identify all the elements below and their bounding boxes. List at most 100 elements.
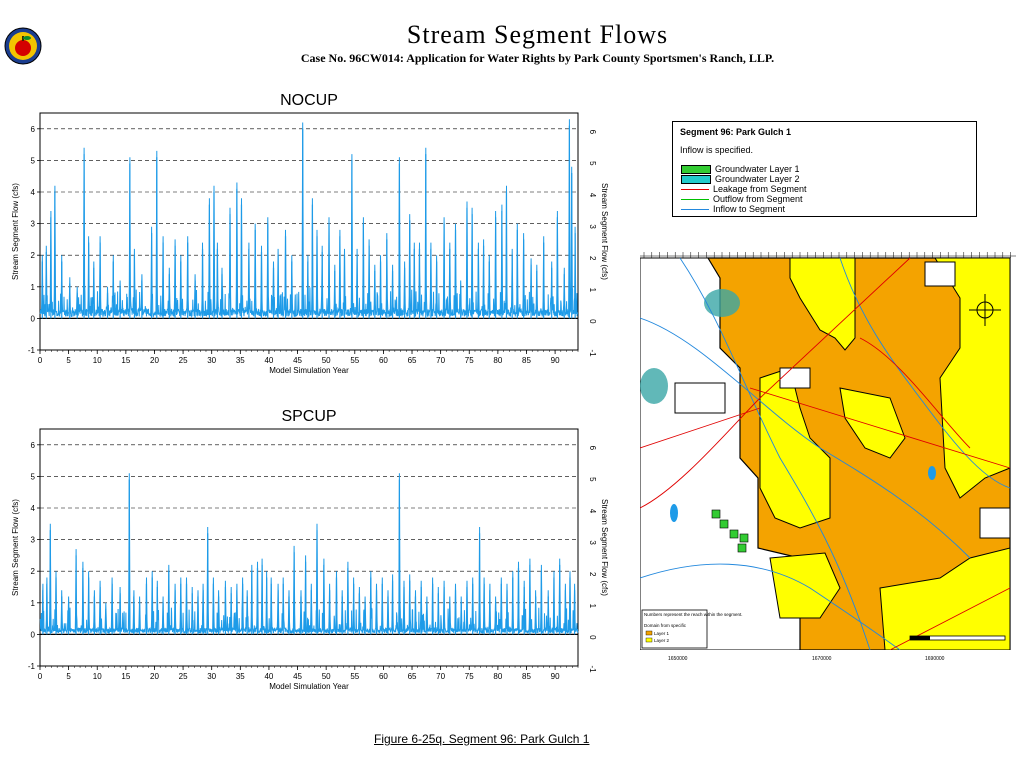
y-axis-label-right: Stream Segment Flow (cfs) — [600, 183, 609, 280]
y-tick-label: 1 — [31, 599, 36, 608]
page-subtitle: Case No. 96CW014: Application for Water … — [300, 51, 775, 65]
map-x-tick: 1650000 — [668, 656, 688, 662]
y-tick-label: -1 — [28, 346, 36, 355]
x-tick-label: 45 — [293, 356, 302, 365]
x-tick-label: 50 — [322, 356, 331, 365]
x-tick-label: 60 — [379, 356, 388, 365]
y-tick-label: 3 — [31, 536, 36, 545]
x-tick-label: 80 — [493, 356, 502, 365]
flow-series-line — [39, 473, 579, 635]
north-arrow-icon — [969, 294, 1001, 326]
segment-legend: Segment 96: Park Gulch 1 Inflow is speci… — [672, 121, 977, 217]
x-tick-label: 20 — [150, 672, 159, 681]
y-tick-label-right: 5 — [588, 161, 597, 166]
y-tick-label: 2 — [31, 251, 36, 260]
x-tick-label: 65 — [408, 672, 417, 681]
page-title: Stream Segment Flows — [406, 20, 669, 49]
legend-swatch — [681, 165, 711, 175]
x-tick-label: 15 — [121, 672, 130, 681]
y-tick-label: -1 — [28, 662, 36, 671]
x-tick-label: 0 — [38, 356, 43, 365]
legend-item: Leakage from Segment — [681, 184, 807, 194]
x-tick-label: 5 — [66, 672, 71, 681]
x-tick-label: 30 — [207, 672, 216, 681]
x-tick-label: 10 — [93, 672, 102, 681]
legend-note: Inflow is specified. — [680, 145, 754, 155]
y-axis-label: Stream Segment Flow (cfs) — [11, 499, 20, 596]
legend-line-swatch — [681, 199, 709, 201]
x-tick-label: 35 — [236, 356, 245, 365]
map-x-tick-labels: 1650000 1670000 1690000 — [640, 656, 1016, 666]
segment-map-svg: Numbers represent the reach within the s… — [639, 250, 1016, 651]
map-legend-layer1: Layer 1 — [654, 631, 670, 636]
map-scale-bar — [909, 635, 1006, 641]
legend-item-label: Groundwater Layer 1 — [715, 164, 800, 174]
legend-item: Outflow from Segment — [681, 194, 803, 204]
x-tick-label: 55 — [350, 672, 359, 681]
y-tick-label-right: 3 — [588, 540, 597, 545]
figure-caption: Figure 6-25q. Segment 96: Park Gulch 1 — [374, 732, 590, 746]
y-tick-label-right: 6 — [588, 446, 597, 451]
x-tick-label: 0 — [38, 672, 43, 681]
x-tick-label: 25 — [179, 356, 188, 365]
legend-item-label: Leakage from Segment — [713, 184, 807, 194]
y-tick-label: 6 — [31, 441, 36, 450]
x-tick-label: 80 — [493, 672, 502, 681]
legend-title: Segment 96: Park Gulch 1 — [680, 127, 792, 137]
y-axis-label: Stream Segment Flow (cfs) — [11, 183, 20, 280]
nocup-chart-svg: NOCUP-1 -10 01 12 23 34 45 56 60 5 10 15 20 25 30 35 40 4… — [11, 92, 609, 375]
chart-title: NOCUP — [280, 92, 338, 109]
y-tick-label: 0 — [31, 630, 36, 639]
map-inset-legend: Numbers represent the reach within the s… — [641, 609, 743, 649]
legend-item: Groundwater Layer 1 — [681, 164, 800, 175]
legend-item-label: Outflow from Segment — [713, 194, 803, 204]
map-streams — [639, 257, 1011, 651]
x-tick-label: 70 — [436, 356, 445, 365]
legend-item-label: Inflow to Segment — [713, 204, 786, 214]
x-tick-label: 5 — [66, 356, 71, 365]
legend-line-swatch — [681, 189, 709, 191]
agency-logo — [3, 26, 43, 66]
x-tick-label: 90 — [551, 672, 560, 681]
y-tick-label-right: 1 — [588, 288, 597, 293]
y-axis-label-right: Stream Segment Flow (cfs) — [600, 499, 609, 596]
x-tick-label: 20 — [150, 356, 159, 365]
x-tick-label: 85 — [522, 672, 531, 681]
x-tick-label: 15 — [121, 356, 130, 365]
y-tick-label-right: 1 — [588, 604, 597, 609]
x-tick-label: 35 — [236, 672, 245, 681]
map-gw-layer2-patch — [704, 289, 740, 317]
x-tick-label: 85 — [522, 356, 531, 365]
x-tick-label: 90 — [551, 356, 560, 365]
y-tick-label-right: 5 — [588, 477, 597, 482]
y-tick-label: 6 — [31, 125, 36, 134]
x-tick-label: 50 — [322, 672, 331, 681]
x-tick-label: 70 — [436, 672, 445, 681]
spcup-chart: SPCUP -1 -1 0 0 1 1 2 2 3 3 4 4 5 5 6 6 0 5 10 15 20 25 30 35 40 4… — [0, 404, 615, 704]
map-x-tick: 1670000 — [812, 656, 832, 662]
y-tick-label-right: 6 — [588, 130, 597, 135]
x-tick-label: 30 — [207, 356, 216, 365]
y-tick-label-right: 3 — [588, 224, 597, 229]
y-tick-label: 2 — [31, 567, 36, 576]
spcup-chart-svg: SPCUP-1 -10 01 12 23 34 45 56 60 5 10 15 20 25 30 35 40 4… — [11, 408, 609, 691]
y-tick-label-right: 0 — [588, 635, 597, 640]
x-tick-label: 40 — [264, 672, 273, 681]
x-axis-label: Model Simulation Year — [269, 682, 349, 691]
y-tick-label-right: 4 — [588, 509, 597, 514]
x-tick-label: 75 — [465, 672, 474, 681]
x-tick-label: 25 — [179, 672, 188, 681]
x-tick-label: 45 — [293, 672, 302, 681]
x-tick-label: 10 — [93, 356, 102, 365]
y-tick-label: 1 — [31, 283, 36, 292]
y-tick-label-right: -1 — [588, 349, 597, 357]
y-tick-label-right: 2 — [588, 572, 597, 577]
x-tick-label: 75 — [465, 356, 474, 365]
legend-swatch — [681, 175, 711, 185]
y-tick-label-right: 4 — [588, 193, 597, 198]
x-tick-label: 60 — [379, 672, 388, 681]
map-yellow-region — [789, 257, 856, 351]
legend-item: Groundwater Layer 2 — [681, 174, 800, 185]
y-tick-label: 3 — [31, 220, 36, 229]
y-tick-label: 4 — [31, 188, 36, 197]
